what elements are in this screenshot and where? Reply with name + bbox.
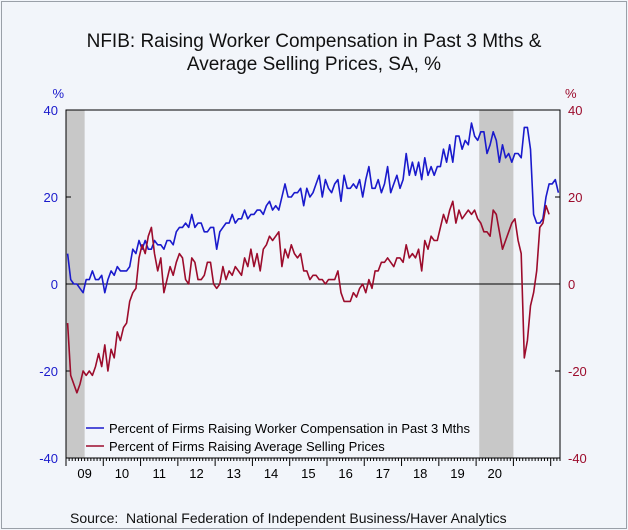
right-tick-label: 40: [568, 103, 582, 118]
x-tick-label: 20: [488, 466, 502, 481]
right-tick-label: 20: [568, 190, 582, 205]
x-tick-label: 18: [413, 466, 427, 481]
x-tick-label: 11: [152, 466, 166, 481]
right-tick-label: -40: [568, 451, 587, 466]
x-tick-label: 15: [301, 466, 315, 481]
left-axis-unit: %: [52, 86, 64, 101]
left-tick-label: 20: [44, 190, 58, 205]
x-tick-label: 13: [227, 466, 241, 481]
x-tick-label: 14: [264, 466, 278, 481]
left-tick-label: -20: [39, 364, 58, 379]
x-tick-label: 10: [115, 466, 129, 481]
left-tick-label: -40: [39, 451, 58, 466]
chart-title: NFIB: Raising Worker Compensation in Pas…: [0, 30, 628, 76]
x-tick-label: 09: [77, 466, 91, 481]
chart-title-line-1: NFIB: Raising Worker Compensation in Pas…: [86, 31, 542, 52]
x-tick-label: 19: [450, 466, 464, 481]
x-tick-label: 17: [376, 466, 390, 481]
series-line-2: [66, 200, 550, 394]
right-axis-unit: %: [565, 86, 577, 101]
legend-label-1: Percent of Firms Raising Worker Compensa…: [109, 421, 471, 436]
left-tick-label: 40: [44, 103, 58, 118]
chart-title-line-2: Average Selling Prices, SA, %: [186, 54, 442, 75]
x-tick-label: 12: [189, 466, 203, 481]
x-tick-label: 16: [338, 466, 352, 481]
legend-label-2: Percent of Firms Raising Average Selling…: [109, 439, 385, 454]
left-tick-label: 0: [51, 277, 58, 292]
source-note: Source: National Federation of Independe…: [70, 510, 507, 526]
right-tick-label: -20: [568, 364, 587, 379]
right-tick-label: 0: [568, 277, 575, 292]
series-line-1: [66, 122, 560, 294]
